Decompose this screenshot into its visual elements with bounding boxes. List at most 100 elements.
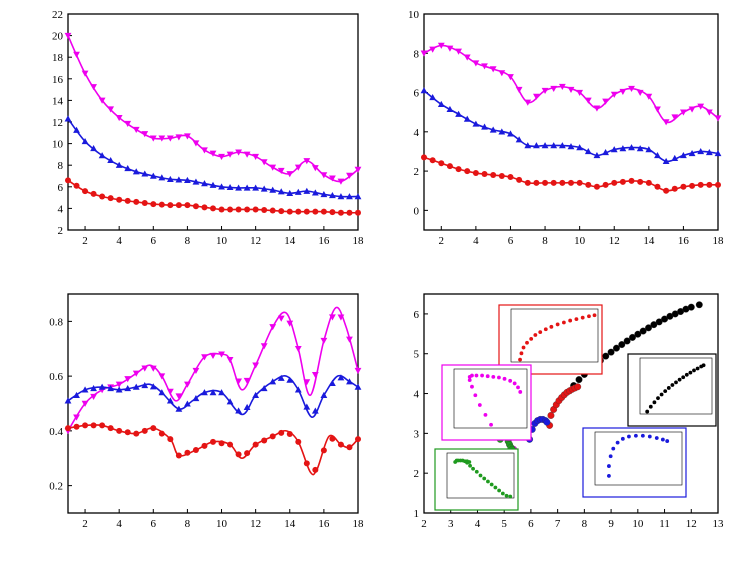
- data-point-10%: [99, 193, 106, 200]
- inset-point: [504, 493, 509, 498]
- data-point-20%: [286, 376, 294, 383]
- inset-point: [674, 380, 678, 385]
- inset-point: [518, 390, 523, 394]
- data-point-30%: [337, 314, 345, 321]
- data-point-20%: [628, 144, 635, 151]
- inset-point: [538, 330, 543, 335]
- inset-point: [486, 479, 490, 484]
- data-point-10%: [227, 441, 234, 448]
- data-point-10%: [218, 206, 225, 213]
- data-point-10%: [429, 157, 436, 164]
- data-point-20%: [550, 142, 558, 149]
- data-point-10%: [107, 195, 114, 202]
- data-point-30%: [98, 97, 106, 104]
- data-point-30%: [286, 171, 294, 178]
- inset-point: [555, 322, 560, 327]
- inset-point: [670, 383, 675, 387]
- x-tick-label: 8: [542, 235, 548, 247]
- data-point-30%: [184, 133, 191, 140]
- data-point-10%: [663, 187, 670, 194]
- inset-point: [695, 366, 700, 371]
- data-point-20%: [184, 176, 191, 184]
- x-tick-label: 6: [151, 235, 157, 247]
- scatter-point-black: [607, 348, 615, 356]
- data-point-20%: [277, 188, 285, 195]
- y-tick-label: 0.2: [49, 481, 63, 493]
- x-tick-label: 4: [116, 235, 122, 247]
- inset-point: [692, 368, 696, 373]
- inset-point: [493, 485, 498, 490]
- scatter-point-black: [634, 330, 642, 338]
- series-line-20%: [423, 89, 719, 163]
- inset-point: [483, 412, 488, 417]
- data-point-30%: [489, 66, 497, 73]
- data-point-30%: [429, 46, 437, 53]
- data-point-30%: [294, 164, 302, 171]
- inset-axes: [594, 431, 683, 486]
- data-point-20%: [81, 138, 89, 145]
- y-tick-label: 4: [58, 203, 64, 215]
- data-point-20%: [149, 172, 157, 179]
- y-tick-label: 0.6: [49, 371, 63, 383]
- data-point-20%: [269, 186, 277, 193]
- data-point-30%: [533, 93, 540, 100]
- x-tick-label: 18: [353, 235, 365, 247]
- data-point-20%: [277, 374, 285, 381]
- data-point-30%: [294, 346, 302, 353]
- inset-point: [652, 400, 657, 405]
- data-point-20%: [337, 374, 345, 381]
- x-tick-label: 2: [82, 235, 88, 247]
- data-point-20%: [420, 87, 428, 94]
- data-point-30%: [124, 376, 132, 383]
- data-point-20%: [166, 175, 174, 182]
- y-tick-label: 5: [414, 349, 420, 361]
- plot-frame: [423, 293, 719, 514]
- data-point-10%: [175, 202, 182, 209]
- data-point-30%: [303, 158, 311, 165]
- data-point-30%: [619, 88, 627, 95]
- inset-point: [489, 422, 493, 427]
- data-point-30%: [192, 140, 200, 147]
- data-point-30%: [286, 320, 294, 327]
- data-point-20%: [498, 128, 506, 135]
- plot-frame: [423, 13, 719, 231]
- inset-point: [474, 373, 479, 378]
- x-tick-label: 18: [713, 235, 725, 247]
- data-point-10%: [252, 206, 259, 213]
- data-point-10%: [337, 441, 344, 448]
- data-point-20%: [337, 193, 345, 200]
- inset-point: [470, 384, 474, 389]
- inset-point: [561, 320, 566, 325]
- data-point-30%: [524, 99, 532, 106]
- y-tick-label: 18: [52, 52, 64, 64]
- scatter-point-black: [575, 376, 583, 384]
- y-tick-label: 2: [58, 225, 64, 237]
- inset-axes: [453, 368, 528, 429]
- data-point-20%: [132, 383, 140, 390]
- data-point-20%: [481, 123, 488, 130]
- panel-a: 2 4 6 8 10 12 14 16 18 2 4 6 8 10 12 14 16 18 20 22: [52, 9, 364, 247]
- data-point-20%: [98, 152, 106, 159]
- data-point-20%: [593, 151, 601, 159]
- inset-point: [665, 439, 670, 443]
- data-point-20%: [64, 115, 72, 122]
- data-point-30%: [472, 60, 480, 67]
- data-point-30%: [346, 336, 353, 343]
- data-point-30%: [243, 377, 251, 384]
- data-point-10%: [455, 166, 462, 173]
- x-tick-label: 4: [116, 518, 122, 530]
- data-point-30%: [346, 172, 353, 179]
- x-tick-label: 16: [318, 518, 330, 530]
- x-tick-label: 12: [686, 518, 697, 530]
- data-point-30%: [507, 74, 514, 81]
- data-point-20%: [158, 389, 166, 396]
- data-point-10%: [73, 423, 80, 430]
- data-point-30%: [354, 166, 362, 173]
- data-point-10%: [184, 449, 191, 456]
- data-point-10%: [65, 425, 71, 432]
- data-point-10%: [218, 440, 225, 447]
- data-point-10%: [235, 206, 242, 213]
- data-point-30%: [158, 135, 166, 142]
- data-point-20%: [209, 181, 217, 188]
